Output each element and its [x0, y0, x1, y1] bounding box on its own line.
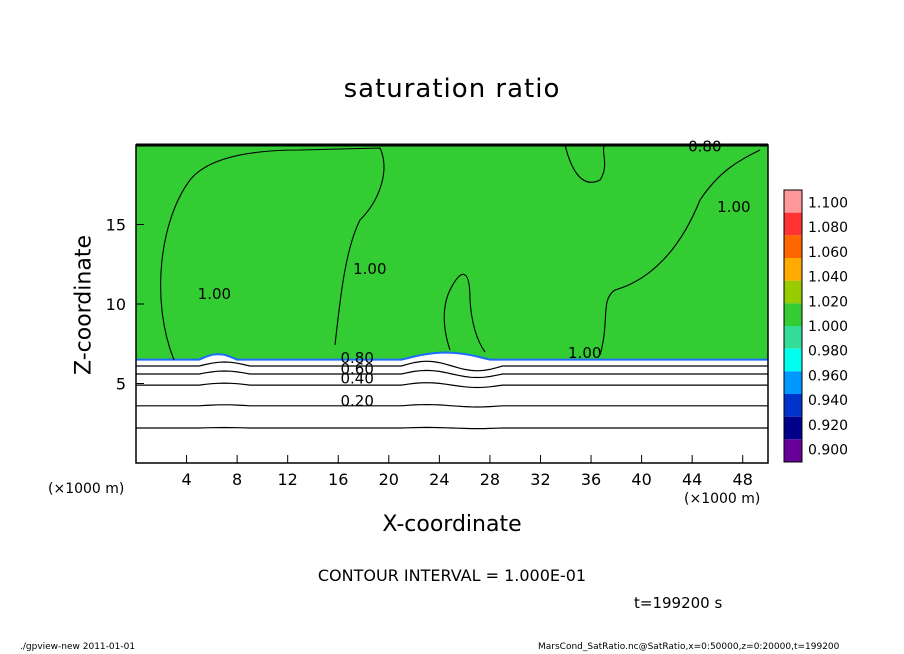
colorbar-swatch — [784, 235, 802, 258]
chart-title: saturation ratio — [343, 74, 561, 104]
saturation-field — [136, 145, 768, 361]
colorbar: 1.100 1.080 1.060 1.040 1.020 1.000 0.980 0.960… — [783, 189, 848, 463]
x-unit-label-right: (×1000 m) — [684, 491, 761, 507]
colorbar-label: 0.940 — [808, 393, 848, 409]
contour-label: 1.00 — [353, 260, 386, 278]
y-tick-label: 10 — [106, 295, 126, 314]
contour-line-1.00-2 — [564, 144, 606, 183]
contour-label: 0.20 — [340, 392, 373, 410]
y-axis-label: Z-coordinate — [71, 235, 97, 375]
footer-data-source: MarsCond_SatRatio.nc@SatRatio,x=0:50000,… — [538, 642, 840, 652]
contour-line-0.1 — [136, 426, 768, 430]
x-tick-label: 8 — [232, 470, 242, 489]
colorbar-swatch — [784, 439, 802, 462]
contour-label: 1.00 — [198, 285, 231, 303]
colorbar-label: 0.900 — [808, 443, 848, 459]
contour-line-0.2 — [136, 403, 768, 408]
x-tick-label: 40 — [631, 470, 651, 489]
contour-interval-note: CONTOUR INTERVAL = 1.000E-01 — [317, 566, 587, 585]
colorbar-label: 1.060 — [808, 245, 848, 261]
contour-lines: 1.001.001.001.000.800.600.400.200.80 — [136, 137, 768, 430]
x-tick-label: 36 — [581, 470, 601, 489]
x-axis-label: X-coordinate — [382, 512, 522, 537]
contour-label: 0.60 — [340, 360, 373, 378]
contour-label: 0.40 — [340, 370, 373, 388]
colorbar-swatch — [784, 280, 802, 304]
x-tick-label: 12 — [278, 470, 298, 489]
x-tick-label: 48 — [733, 470, 753, 489]
contour-line-1.00-0 — [160, 147, 385, 361]
colorbar-swatch — [784, 394, 802, 417]
colorbar-swatch — [784, 348, 802, 372]
x-unit-label-left: (×1000 m) — [48, 481, 125, 497]
colorbar-label: 0.980 — [808, 344, 848, 360]
colorbar-swatch — [784, 190, 802, 213]
x-tick-label: 32 — [530, 470, 550, 489]
colorbar-label: 1.000 — [808, 319, 848, 335]
colorbar-swatch — [784, 416, 802, 440]
contour-line-0.6 — [136, 369, 768, 379]
colorbar-frame — [783, 189, 803, 463]
contour-label: 1.00 — [717, 198, 750, 216]
x-tick-label: 20 — [379, 470, 399, 489]
x-tick-label: 16 — [328, 470, 348, 489]
saturated-region — [136, 145, 768, 360]
contour-line-1.00-1 — [599, 149, 761, 356]
colorbar-label: 1.100 — [808, 195, 848, 211]
x-tick-label: 4 — [181, 470, 191, 489]
contour-label: 0.80 — [340, 349, 373, 367]
contour-label: 1.00 — [568, 344, 601, 362]
colorbar-label: 1.040 — [808, 270, 848, 286]
colorbar-label: 0.920 — [808, 418, 848, 434]
y-tick-label: 15 — [106, 216, 126, 235]
x-tick-label: 24 — [429, 470, 449, 489]
x-tick-label: 44 — [682, 470, 702, 489]
cloud-base-rim — [136, 351, 768, 361]
colorbar-label: 0.960 — [808, 368, 848, 384]
contour-line-1.00-3 — [443, 273, 486, 353]
colorbar-label: 1.020 — [808, 294, 848, 310]
footer-program-date: ./gpview-new 2011-01-01 — [20, 642, 136, 652]
time-label: t=199200 s — [634, 594, 723, 612]
colorbar-label: 1.080 — [808, 220, 848, 236]
colorbar-swatch — [784, 258, 802, 281]
x-tick-label: 28 — [480, 470, 500, 489]
colorbar-swatch — [784, 371, 802, 394]
contour-line-0.4 — [136, 382, 768, 389]
colorbar-swatch — [784, 326, 802, 349]
y-tick-label: 5 — [116, 375, 126, 394]
colorbar-swatch — [784, 212, 802, 236]
colorbar-swatch — [784, 303, 802, 326]
contour-line-0.8 — [136, 360, 768, 372]
